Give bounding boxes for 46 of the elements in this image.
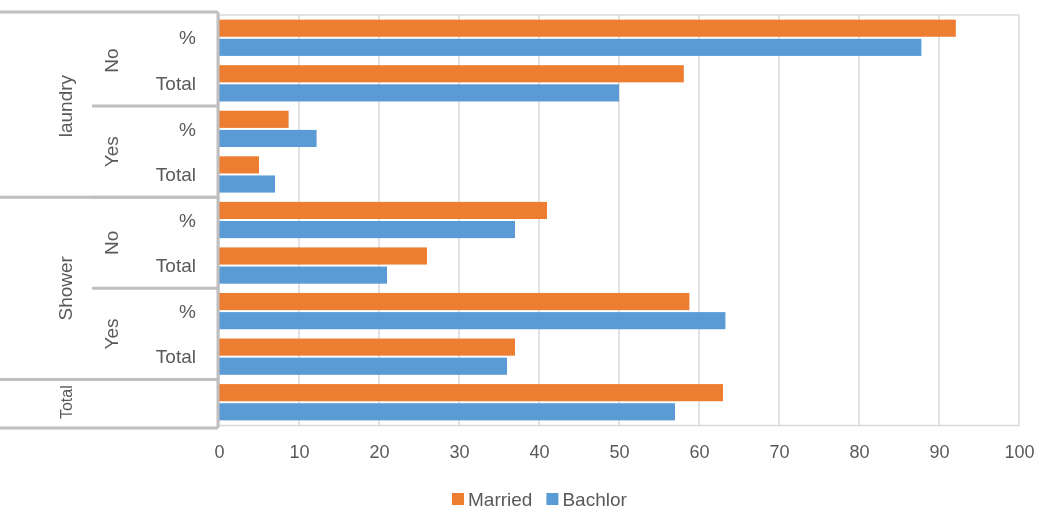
x-tick-label: 0 [214,441,225,462]
text: Shower [55,255,76,321]
y-tick-label: % [179,118,197,140]
bar [219,247,427,265]
bar [219,292,690,311]
text: Total [58,385,75,420]
y-tick-label: Total [155,164,196,186]
y-tick-label: % [179,300,197,322]
x-tick-label: 40 [529,441,550,462]
bar [219,110,289,128]
bar [219,312,726,330]
y-tick-label: Total [155,255,196,277]
bar [219,129,317,148]
x-tick-label: 70 [769,441,790,462]
bar [219,221,515,239]
text: No [101,48,122,73]
y-tick-label: % [179,27,197,49]
x-tick-label: 50 [609,441,630,462]
x-tick-label: 100 [1004,441,1035,462]
bar [219,357,507,375]
x-tick-label: 20 [369,441,390,462]
y-tick-label: % [179,209,197,231]
bar [219,65,684,83]
legend-label: Bachlor [562,489,628,510]
bar [219,403,675,421]
bar [219,201,547,219]
x-tick-label: 30 [449,441,470,462]
bar [219,156,259,174]
text: No [101,230,122,255]
text: laundry [55,74,76,138]
legend-label: Married [468,489,533,510]
text: Yes [101,136,122,168]
bar [219,38,922,56]
bar [219,19,956,37]
bar [219,266,387,284]
x-tick-label: 60 [689,441,710,462]
text: Yes [101,318,122,350]
x-tick-label: 10 [289,441,310,462]
x-tick-label: 90 [929,441,950,462]
bar [219,338,515,356]
x-tick-label: 80 [849,441,870,462]
y-tick-label: Total [155,72,196,94]
bar [219,175,275,193]
bar [219,384,723,402]
bar [219,84,619,102]
y-tick-label: Total [155,346,196,368]
